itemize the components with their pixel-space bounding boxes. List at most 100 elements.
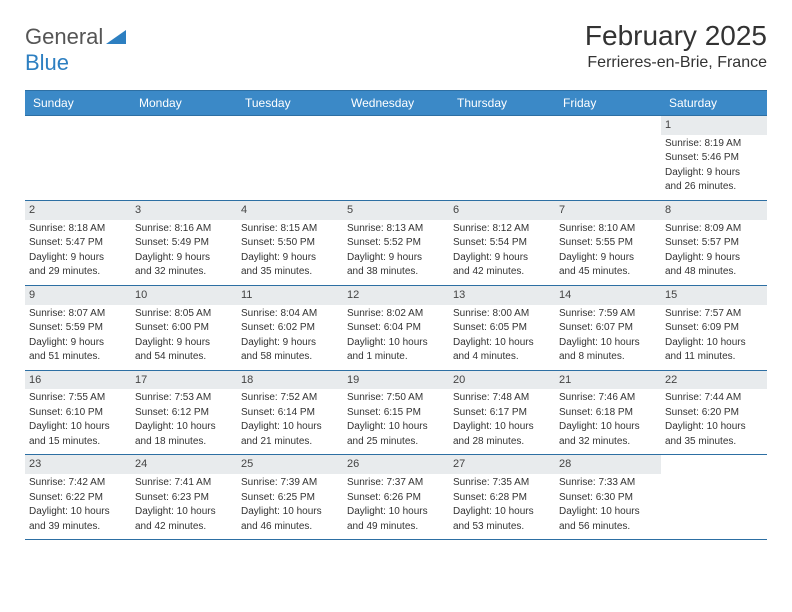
day-number: 8: [661, 201, 767, 220]
daylight-text: Daylight: 9 hours: [241, 336, 339, 350]
sunrise-text: Sunrise: 8:09 AM: [665, 222, 763, 236]
sunrise-text: Sunrise: 8:04 AM: [241, 307, 339, 321]
sunrise-text: Sunrise: 8:13 AM: [347, 222, 445, 236]
day-cell-2: 2Sunrise: 8:18 AMSunset: 5:47 PMDaylight…: [25, 201, 131, 285]
title-block: February 2025 Ferrieres-en-Brie, France: [585, 20, 767, 72]
sunrise-text: Sunrise: 8:16 AM: [135, 222, 233, 236]
brand-logo: General: [25, 24, 128, 50]
daylight-text: Daylight: 10 hours: [29, 420, 127, 434]
day-cell-28: 28Sunrise: 7:33 AMSunset: 6:30 PMDayligh…: [555, 455, 661, 539]
weekday-header-monday: Monday: [131, 91, 237, 115]
daylight-text: Daylight: 10 hours: [29, 505, 127, 519]
day-cell-1: 1Sunrise: 8:19 AMSunset: 5:46 PMDaylight…: [661, 116, 767, 200]
day-number: 15: [661, 286, 767, 305]
empty-cell: .: [661, 455, 767, 539]
weekday-header-saturday: Saturday: [661, 91, 767, 115]
daylight-text: and 15 minutes.: [29, 435, 127, 449]
daylight-text: and 49 minutes.: [347, 520, 445, 534]
day-cell-8: 8 Sunrise: 8:09 AMSunset: 5:57 PMDaylight…: [661, 201, 767, 285]
day-cell-12: 12Sunrise: 8:02 AMSunset: 6:04 PMDayligh…: [343, 286, 449, 370]
day-cell-14: 14Sunrise: 7:59 AMSunset: 6:07 PMDayligh…: [555, 286, 661, 370]
day-number: 9: [25, 286, 131, 305]
sunrise-text: Sunrise: 7:39 AM: [241, 476, 339, 490]
calendar-grid: SundayMondayTuesdayWednesdayThursdayFrid…: [25, 90, 767, 540]
day-cell-19: 19Sunrise: 7:50 AMSunset: 6:15 PMDayligh…: [343, 371, 449, 455]
day-cell-11: 11Sunrise: 8:04 AMSunset: 6:02 PMDayligh…: [237, 286, 343, 370]
day-number: 27: [449, 455, 555, 474]
day-cell-22: 22Sunrise: 7:44 AMSunset: 6:20 PMDayligh…: [661, 371, 767, 455]
daylight-text: and 42 minutes.: [453, 265, 551, 279]
day-cell-23: 23Sunrise: 7:42 AMSunset: 6:22 PMDayligh…: [25, 455, 131, 539]
sunrise-text: Sunrise: 8:02 AM: [347, 307, 445, 321]
sunset-text: Sunset: 6:17 PM: [453, 406, 551, 420]
daylight-text: Daylight: 10 hours: [241, 505, 339, 519]
daylight-text: Daylight: 9 hours: [347, 251, 445, 265]
daylight-text: Daylight: 10 hours: [453, 336, 551, 350]
day-cell-4: 4Sunrise: 8:15 AMSunset: 5:50 PMDaylight…: [237, 201, 343, 285]
daylight-text: and 35 minutes.: [241, 265, 339, 279]
sunset-text: Sunset: 6:28 PM: [453, 491, 551, 505]
day-number: 26: [343, 455, 449, 474]
day-number: 28: [555, 455, 661, 474]
empty-cell: .: [237, 116, 343, 200]
sunrise-text: Sunrise: 7:37 AM: [347, 476, 445, 490]
sunrise-text: Sunrise: 7:48 AM: [453, 391, 551, 405]
day-number: 3: [131, 201, 237, 220]
logo-triangle-icon: [106, 28, 128, 46]
daylight-text: and 29 minutes.: [29, 265, 127, 279]
week-row: 16Sunrise: 7:55 AMSunset: 6:10 PMDayligh…: [25, 370, 767, 455]
sunrise-text: Sunrise: 8:18 AM: [29, 222, 127, 236]
day-number: 2: [25, 201, 131, 220]
sunrise-text: Sunrise: 8:10 AM: [559, 222, 657, 236]
sunrise-text: Sunrise: 7:42 AM: [29, 476, 127, 490]
daylight-text: and 39 minutes.: [29, 520, 127, 534]
sunrise-text: Sunrise: 7:57 AM: [665, 307, 763, 321]
daylight-text: and 25 minutes.: [347, 435, 445, 449]
empty-cell: .: [343, 116, 449, 200]
sunset-text: Sunset: 6:00 PM: [135, 321, 233, 335]
day-number: 11: [237, 286, 343, 305]
daylight-text: and 1 minute.: [347, 350, 445, 364]
daylight-text: Daylight: 9 hours: [665, 251, 763, 265]
daylight-text: Daylight: 10 hours: [559, 420, 657, 434]
sunrise-text: Sunrise: 7:35 AM: [453, 476, 551, 490]
empty-cell: .: [555, 116, 661, 200]
sunset-text: Sunset: 6:22 PM: [29, 491, 127, 505]
weekday-header-thursday: Thursday: [449, 91, 555, 115]
weekday-header-sunday: Sunday: [25, 91, 131, 115]
day-cell-10: 10Sunrise: 8:05 AMSunset: 6:00 PMDayligh…: [131, 286, 237, 370]
daylight-text: and 58 minutes.: [241, 350, 339, 364]
day-number: 17: [131, 371, 237, 390]
sunrise-text: Sunrise: 7:50 AM: [347, 391, 445, 405]
daylight-text: Daylight: 10 hours: [347, 336, 445, 350]
daylight-text: and 28 minutes.: [453, 435, 551, 449]
sunrise-text: Sunrise: 7:53 AM: [135, 391, 233, 405]
sunset-text: Sunset: 6:07 PM: [559, 321, 657, 335]
sunset-text: Sunset: 5:46 PM: [665, 151, 763, 165]
daylight-text: and 38 minutes.: [347, 265, 445, 279]
empty-cell: .: [449, 116, 555, 200]
daylight-text: Daylight: 9 hours: [665, 166, 763, 180]
day-number: 13: [449, 286, 555, 305]
day-number: 24: [131, 455, 237, 474]
day-cell-15: 15Sunrise: 7:57 AMSunset: 6:09 PMDayligh…: [661, 286, 767, 370]
sunset-text: Sunset: 6:14 PM: [241, 406, 339, 420]
sunrise-text: Sunrise: 7:46 AM: [559, 391, 657, 405]
sunset-text: Sunset: 5:59 PM: [29, 321, 127, 335]
sunset-text: Sunset: 6:15 PM: [347, 406, 445, 420]
day-number: 4: [237, 201, 343, 220]
daylight-text: and 32 minutes.: [135, 265, 233, 279]
daylight-text: Daylight: 9 hours: [559, 251, 657, 265]
daylight-text: and 53 minutes.: [453, 520, 551, 534]
day-cell-6: 6Sunrise: 8:12 AMSunset: 5:54 PMDaylight…: [449, 201, 555, 285]
location-label: Ferrieres-en-Brie, France: [585, 54, 767, 72]
empty-cell: .: [25, 116, 131, 200]
daylight-text: Daylight: 10 hours: [241, 420, 339, 434]
week-row: 9 Sunrise: 8:07 AMSunset: 5:59 PM Daylight…: [25, 285, 767, 370]
weekday-header-wednesday: Wednesday: [343, 91, 449, 115]
daylight-text: and 42 minutes.: [135, 520, 233, 534]
daylight-text: Daylight: 9 hours: [29, 251, 127, 265]
sunrise-text: Sunrise: 8:19 AM: [665, 137, 763, 151]
sunset-text: Sunset: 5:57 PM: [665, 236, 763, 250]
sunrise-text: Sunrise: 8:07 AM: [29, 307, 127, 321]
